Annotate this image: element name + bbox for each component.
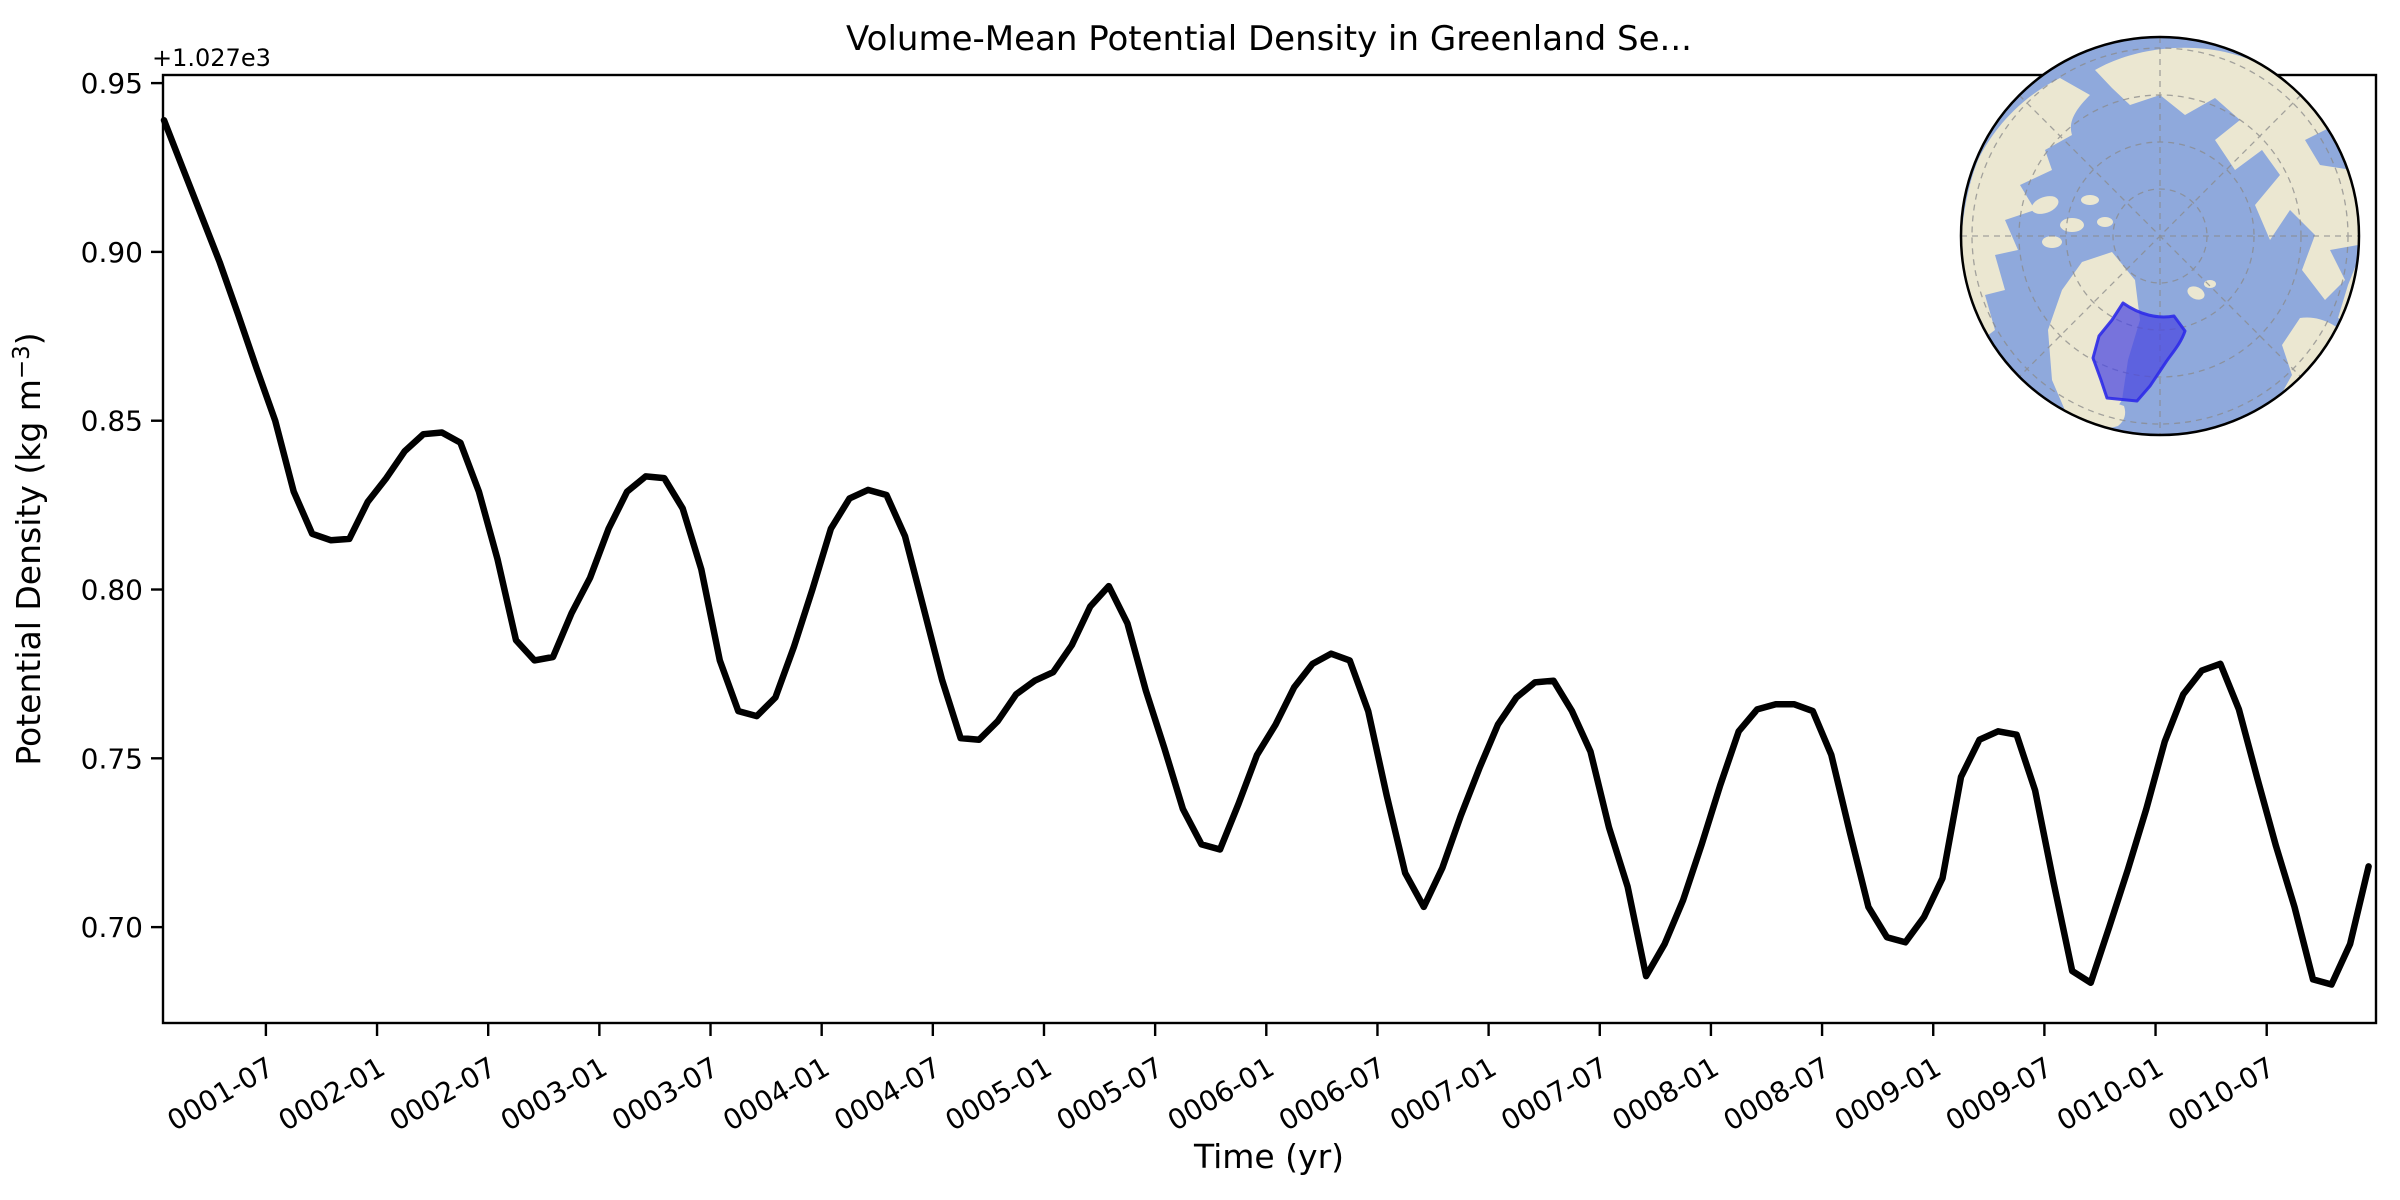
axes-frame (161, 73, 2378, 1025)
land-mass-russia (2095, 47, 2359, 301)
land-islands (2031, 177, 2305, 300)
x-tick-label: 0003-01 (495, 1050, 613, 1137)
y-tick-label: 0.80 (81, 574, 143, 607)
x-axis-label: Time (yr) (1193, 1137, 1344, 1176)
greenland-sea-region-polygon (2091, 301, 2187, 403)
x-tick-label: 0009-01 (1829, 1050, 1947, 1137)
y-tick-label: 0.70 (81, 911, 143, 944)
y-tick-label: 0.85 (81, 405, 143, 438)
graticule (1961, 37, 2359, 435)
x-tick-label: 0006-07 (1273, 1050, 1391, 1137)
x-tick-label: 0002-01 (273, 1050, 391, 1137)
x-tick-label: 0008-07 (1718, 1050, 1836, 1137)
y-axis-label: Potential Density (kg m−3) (9, 332, 48, 765)
density-line (160, 116, 2372, 988)
x-tick-label: 0003-07 (606, 1050, 724, 1137)
x-tick-label: 0006-01 (1162, 1050, 1280, 1137)
x-tick-label: 0004-07 (829, 1050, 947, 1137)
x-tick-label: 0004-01 (717, 1050, 835, 1137)
x-tick-label: 0005-07 (1051, 1050, 1169, 1137)
x-tick-label: 0002-07 (384, 1050, 502, 1137)
y-tick-label: 0.90 (81, 236, 143, 269)
x-tick-label: 0001-07 (162, 1050, 280, 1137)
y-axis-ticks: 0.70 0.75 0.80 0.85 0.90 0.95 (81, 67, 163, 944)
x-tick-label: 0007-07 (1495, 1050, 1613, 1137)
y-axis-label-close: ) (9, 332, 48, 345)
data-series (160, 116, 2372, 988)
land-mass-canada (1961, 78, 2090, 345)
land-mass-iceland (2084, 402, 2126, 429)
inset-map (1959, 35, 2361, 437)
x-tick-label: 0008-01 (1607, 1050, 1725, 1137)
y-axis-offset-text: +1.027e3 (152, 44, 271, 72)
x-tick-label: 0009-07 (1940, 1050, 2058, 1137)
x-tick-label: 0010-07 (2162, 1050, 2280, 1137)
x-tick-label: 0005-01 (940, 1050, 1058, 1137)
y-axis-label-base: Potential Density (kg m (9, 379, 48, 766)
map-border (1959, 35, 2361, 437)
chart-title: Volume-Mean Potential Density in Greenla… (846, 19, 1692, 59)
y-tick-label: 0.95 (81, 67, 143, 100)
y-axis-label-superscript: −3 (9, 345, 35, 379)
y-tick-label: 0.75 (81, 742, 143, 775)
x-tick-label: 0010-01 (2051, 1050, 2169, 1137)
x-axis-ticks: 0001-070002-010002-070003-010003-070004-… (162, 1023, 2280, 1138)
x-tick-label: 0007-01 (1384, 1050, 1502, 1137)
